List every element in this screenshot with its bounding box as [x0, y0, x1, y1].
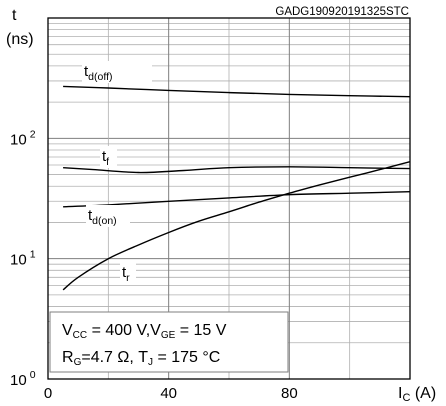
- series-label-bg: [100, 146, 117, 168]
- series-label-subscript: d(on): [92, 215, 117, 227]
- series-label-don: td(on): [88, 207, 117, 227]
- y-tick-label: 10 2: [10, 128, 36, 148]
- y-tick-exponent: 1: [30, 249, 36, 261]
- conditions-box: [49, 311, 289, 373]
- series-label-main: t: [122, 264, 127, 281]
- series-curve-r: [62, 161, 411, 291]
- series-label-bg: [120, 262, 136, 284]
- plot-frame: [47, 17, 411, 380]
- series-label-main: t: [84, 63, 89, 80]
- y-tick-exponent: 2: [30, 128, 36, 140]
- condition-subscript: CC: [73, 330, 87, 341]
- condition-subscript: G: [74, 357, 82, 368]
- series-label-bg: [86, 205, 130, 227]
- y-tick-base: 10: [10, 372, 27, 389]
- condition-subscript: GE: [161, 330, 176, 341]
- series-label-r: tr: [122, 264, 130, 284]
- y-tick-label: 10 1: [10, 249, 36, 269]
- series-label-doff: td(off): [84, 63, 113, 83]
- conditions-line-1: VCC = 400 V,VGE = 15 V: [62, 322, 227, 341]
- series-curves: [62, 85, 411, 291]
- series-label-main: t: [102, 148, 107, 165]
- y-tick-label: 10 0: [10, 369, 36, 389]
- y-tick-base: 10: [10, 252, 27, 269]
- y-tick-exponent: 0: [30, 369, 36, 381]
- y-axis-symbol: t: [12, 7, 17, 24]
- source-id: GADG190920191325STC: [275, 6, 409, 18]
- series-label-main: t: [88, 207, 93, 224]
- condition-subscript: J: [148, 357, 153, 368]
- y-tick-base: 10: [10, 131, 27, 148]
- condition-text: V: [62, 322, 73, 339]
- x-axis-title: IC (A): [398, 385, 436, 404]
- condition-text: = 175 °C: [153, 349, 220, 366]
- series-label-subscript: d(off): [88, 71, 112, 83]
- condition-text: = 400 V,V: [87, 322, 161, 339]
- series-curve-doff: [63, 85, 411, 98]
- x-axis-unit: (A): [410, 385, 436, 402]
- series-label-subscript: f: [106, 156, 109, 168]
- condition-text: = 15 V: [175, 322, 226, 339]
- x-tick-label: 0: [44, 385, 52, 402]
- x-tick-label: 80: [281, 385, 298, 402]
- series-label-f: tf: [102, 148, 109, 168]
- series-curve-f: [63, 166, 411, 174]
- conditions-line-2: RG=4.7 Ω, TJ = 175 °C: [62, 349, 220, 368]
- x-tick-label: 40: [160, 385, 177, 402]
- condition-text: R: [62, 349, 74, 366]
- condition-text: =4.7 Ω, T: [81, 349, 148, 366]
- x-axis-subscript: C: [402, 392, 410, 404]
- x-axis-symbol: I: [398, 385, 402, 402]
- series-curve-don: [63, 191, 411, 208]
- series-label-subscript: r: [126, 272, 130, 284]
- y-axis-unit: (ns): [6, 31, 34, 48]
- x-tick-labels: 0 40 80: [44, 385, 298, 402]
- series-label-bg: [82, 61, 152, 83]
